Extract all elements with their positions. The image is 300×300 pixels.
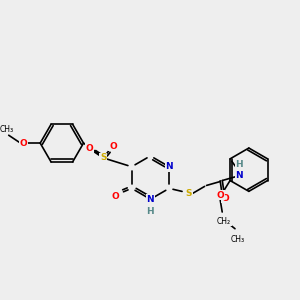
Text: N: N xyxy=(235,171,243,180)
Text: S: S xyxy=(186,189,192,198)
Text: O: O xyxy=(216,191,224,200)
Text: H: H xyxy=(235,160,243,169)
Text: CH₂: CH₂ xyxy=(217,217,231,226)
Text: O: O xyxy=(85,143,93,152)
Text: H: H xyxy=(147,206,154,215)
Text: N: N xyxy=(165,162,173,171)
Text: N: N xyxy=(147,195,154,204)
Text: O: O xyxy=(20,139,27,148)
Text: CH₃: CH₃ xyxy=(231,235,245,244)
Text: S: S xyxy=(100,153,106,162)
Text: O: O xyxy=(109,142,117,151)
Text: CH₃: CH₃ xyxy=(0,125,14,134)
Text: O: O xyxy=(111,192,119,201)
Text: O: O xyxy=(221,194,229,203)
